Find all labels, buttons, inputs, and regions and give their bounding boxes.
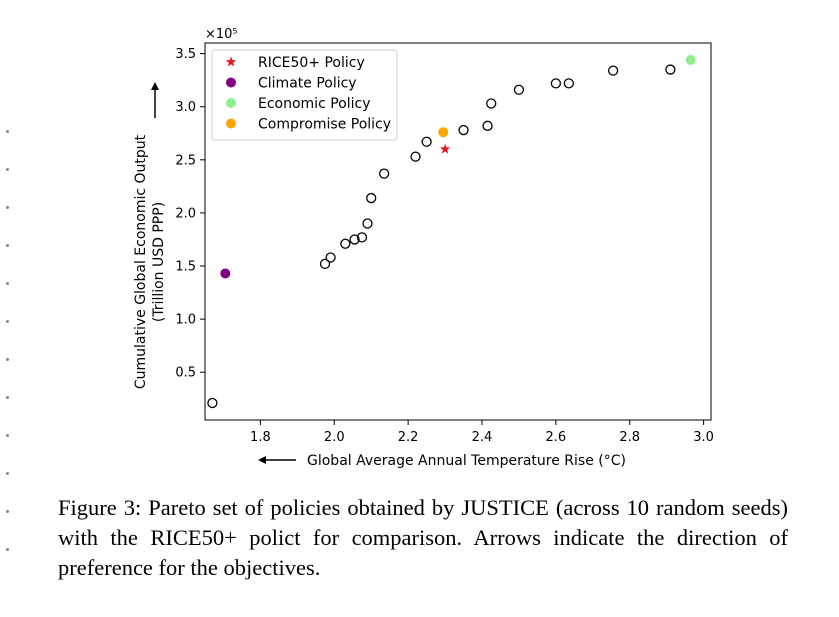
pareto-point — [607, 65, 619, 76]
pareto-point — [458, 124, 469, 136]
figure-caption: Figure 3: Pareto set of policies obtaine… — [58, 493, 788, 583]
x-tick-label: 2.8 — [619, 430, 640, 445]
legend-label-climate-policy: Climate Policy — [258, 76, 357, 92]
pareto-point — [366, 192, 377, 204]
x-preference-arrow — [258, 456, 296, 464]
x-tick-label: 2.0 — [324, 430, 345, 445]
legend-marker-compromise-policy — [226, 118, 236, 129]
legend-label-economic-policy: Economic Policy — [258, 96, 371, 112]
data-points — [207, 54, 696, 409]
y-tick-label: 2.5 — [175, 153, 196, 168]
legend-label-compromise-policy: Compromise Policy — [258, 117, 391, 133]
pareto-point — [410, 151, 421, 162]
y-tick-label: 2.0 — [175, 206, 196, 221]
y-axis-label-line1: Cumulative Global Economic Output — [133, 134, 149, 389]
y-ticks: 0.5 1.0 1.5 2.0 2.5 3.0 3.5 — [175, 47, 205, 381]
plot-frame — [204, 42, 712, 421]
legend-box — [211, 49, 398, 141]
margin-line-numbers — [0, 120, 14, 590]
y-tick-label: 0.5 — [175, 366, 196, 381]
x-tick-label: 2.2 — [398, 430, 419, 445]
pareto-point — [362, 218, 373, 229]
legend-marker-rice50-policy — [225, 56, 237, 67]
y-tick-label: 3.0 — [175, 100, 196, 115]
y-tick-label: 1.5 — [175, 260, 196, 275]
caption-name-first: J — [461, 495, 471, 520]
pareto-point — [421, 136, 432, 147]
compromise-policy-point — [438, 127, 449, 138]
pareto-point — [340, 238, 351, 249]
pareto-point — [482, 120, 493, 131]
caption-name-rest: USTICE — [470, 495, 549, 520]
pareto-point — [665, 64, 676, 75]
pareto-scatter-chart: 1.8 2.0 2.2 2.4 2.6 2.8 3.0 0.5 1.0 1.5 2.0 2.5 3.0… — [133, 27, 714, 469]
x-axis-label: Global Average Annual Temperature Rise (… — [307, 453, 626, 469]
y-axis-label-line2: (Trillion USD PPP) — [151, 202, 167, 322]
caption-prefix: Figure 3: Pareto set of policies obtaine… — [58, 495, 462, 520]
legend: RICE50+ Policy Climate Policy Economic Pol… — [211, 49, 398, 141]
x-tick-label: 2.4 — [472, 430, 493, 445]
legend-label-rice50-policy: RICE50+ Policy — [258, 55, 365, 71]
pareto-point — [319, 258, 331, 270]
climate-policy-point — [220, 268, 231, 279]
x-tick-label: 2.6 — [546, 430, 567, 445]
y-tick-label: 3.5 — [175, 47, 196, 62]
y-preference-arrow — [151, 82, 159, 118]
legend-marker-climate-policy — [226, 77, 236, 88]
pareto-point — [207, 397, 218, 409]
pareto-point — [325, 252, 336, 263]
y-scale-label: ×10⁵ — [205, 27, 238, 42]
rice50-policy-point — [439, 143, 451, 154]
y-tick-label: 1.0 — [175, 313, 196, 328]
pareto-point — [356, 232, 368, 243]
pareto-point — [378, 168, 390, 179]
economic-policy-point — [685, 54, 696, 65]
pareto-point — [486, 98, 497, 109]
pareto-point — [513, 84, 525, 95]
caption-suffix: (across 10 random seeds) with the RICE50… — [58, 495, 788, 580]
legend-marker-economic-policy — [226, 98, 236, 108]
x-ticks: 1.8 2.0 2.2 2.4 2.6 2.8 3.0 — [250, 420, 714, 445]
x-tick-label: 3.0 — [693, 430, 714, 445]
pareto-point — [563, 78, 574, 89]
pareto-point — [349, 234, 360, 245]
pareto-point — [550, 78, 562, 89]
x-tick-label: 1.8 — [250, 430, 271, 445]
